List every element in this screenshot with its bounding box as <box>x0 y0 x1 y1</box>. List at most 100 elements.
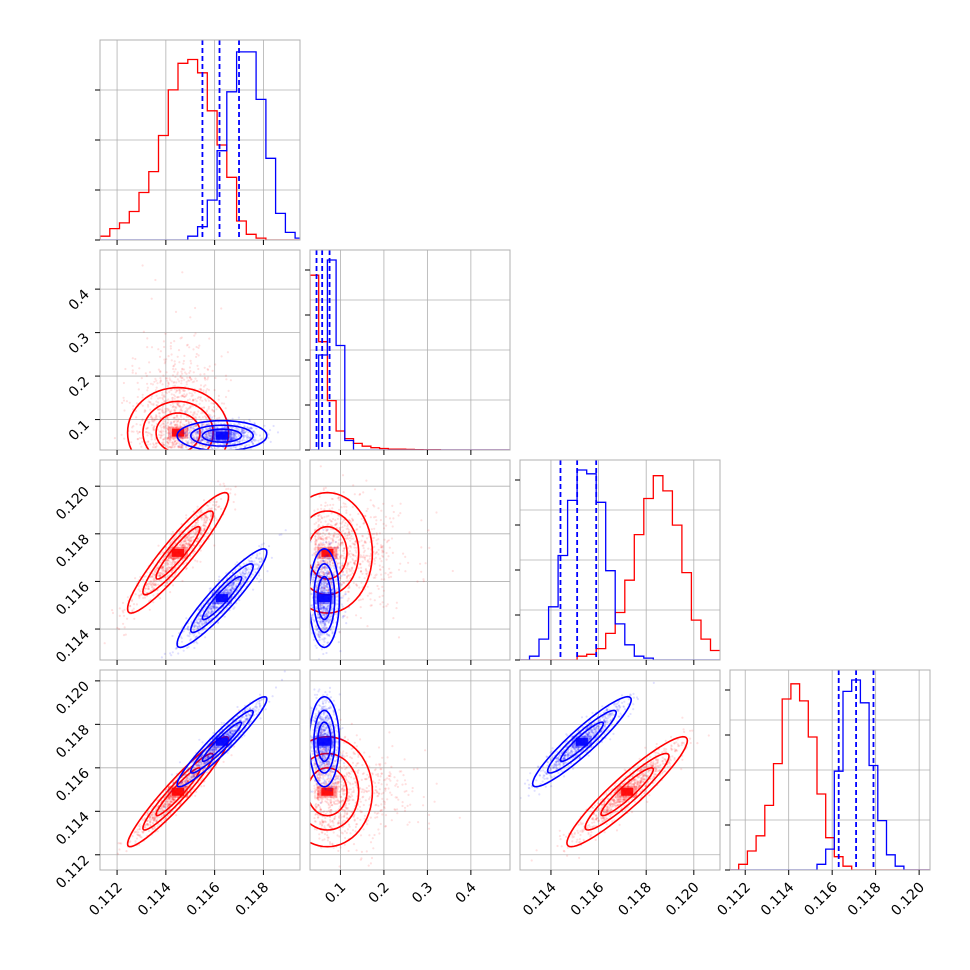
scatter-point <box>173 445 176 448</box>
scatter-point <box>346 575 349 578</box>
scatter-point <box>280 533 283 536</box>
scatter-point <box>161 393 164 397</box>
scatter-point <box>220 507 223 510</box>
scatter-point <box>388 546 391 549</box>
scatter-point <box>199 396 202 399</box>
scatter-point <box>212 436 215 439</box>
scatter-point <box>177 563 180 567</box>
scatter-point <box>198 625 201 628</box>
scatter-point <box>161 438 165 441</box>
scatter-point <box>333 579 337 582</box>
scatter-point <box>166 379 169 382</box>
scatter-point <box>185 344 189 347</box>
scatter-point <box>158 412 161 415</box>
scatter-point <box>176 355 179 358</box>
scatter-point <box>187 539 191 542</box>
scatter-point <box>323 581 326 584</box>
scatter-point <box>199 418 202 421</box>
scatter-point <box>195 635 198 638</box>
scatter-point <box>212 610 215 613</box>
scatter-point <box>352 553 355 557</box>
scatter-point <box>165 377 169 380</box>
scatter-point <box>228 589 231 592</box>
scatter-point <box>191 394 194 397</box>
scatter-point <box>161 410 164 413</box>
scatter-point <box>171 545 174 548</box>
scatter-point <box>211 621 214 624</box>
scatter-point <box>195 540 198 543</box>
scatter-point <box>185 539 188 542</box>
scatter-point <box>323 588 326 591</box>
scatter-point <box>336 594 339 597</box>
scatter-point <box>207 397 210 400</box>
scatter-point <box>170 540 173 543</box>
scatter-point <box>167 431 170 434</box>
scatter-point <box>249 568 252 571</box>
scatter-point <box>189 638 192 641</box>
scatter-point <box>209 438 212 441</box>
scatter-point <box>160 429 163 432</box>
scatter-point <box>231 590 234 593</box>
scatter-point <box>209 612 212 615</box>
scatter-point <box>241 429 244 432</box>
scatter-point <box>189 316 192 319</box>
scatter-point <box>161 383 164 386</box>
scatter-point <box>317 564 320 567</box>
scatter-point <box>175 560 178 563</box>
scatter-point <box>194 306 197 310</box>
scatter-point <box>122 614 126 617</box>
scatter-point <box>328 532 331 535</box>
scatter-point <box>183 540 186 543</box>
scatter-point <box>238 440 241 443</box>
scatter-point <box>141 396 144 399</box>
scatter-point <box>313 569 316 572</box>
scatter-point <box>203 527 206 530</box>
scatter-point <box>155 403 158 407</box>
scatter-point <box>365 479 368 482</box>
scatter-point <box>166 440 169 443</box>
scatter-point <box>158 408 161 411</box>
scatter-point <box>143 596 147 599</box>
scatter-point <box>199 620 202 623</box>
scatter-point <box>327 572 330 575</box>
scatter-point <box>318 543 321 546</box>
scatter-point <box>185 372 188 375</box>
scatter-point <box>377 553 380 556</box>
scatter-point <box>175 547 178 550</box>
contour-line <box>126 386 230 450</box>
scatter-point <box>323 605 326 609</box>
scatter-point <box>153 418 156 421</box>
scatter-point <box>175 389 179 392</box>
scatter-point <box>197 615 200 618</box>
scatter-point <box>212 605 215 608</box>
scatter-point <box>228 588 231 591</box>
scatter-point <box>154 278 157 282</box>
scatter-point <box>346 525 349 528</box>
scatter-point <box>206 441 209 444</box>
scatter-point <box>180 545 183 548</box>
scatter-point <box>323 516 326 519</box>
scatter-point <box>242 434 246 437</box>
contour-line <box>189 424 255 447</box>
scatter-point <box>159 370 162 373</box>
scatter-point <box>183 403 186 406</box>
scatter-point <box>233 581 236 584</box>
scatter-point <box>185 380 188 384</box>
scatter-point <box>211 434 214 437</box>
scatter-point <box>154 418 157 421</box>
scatter-point <box>186 543 190 546</box>
scatter-point <box>340 584 343 587</box>
scatter-point <box>174 395 177 398</box>
scatter-point <box>218 430 221 433</box>
scatter-point <box>374 576 377 579</box>
scatter-point <box>232 581 235 584</box>
scatter-point <box>177 401 180 404</box>
scatter-point <box>212 437 215 440</box>
scatter-point <box>211 436 214 440</box>
scatter-point <box>164 569 167 572</box>
scatter-point <box>234 446 238 449</box>
scatter-point <box>169 345 172 348</box>
scatter-point <box>335 603 338 606</box>
scatter-point <box>358 525 362 529</box>
scatter-point <box>167 437 170 440</box>
